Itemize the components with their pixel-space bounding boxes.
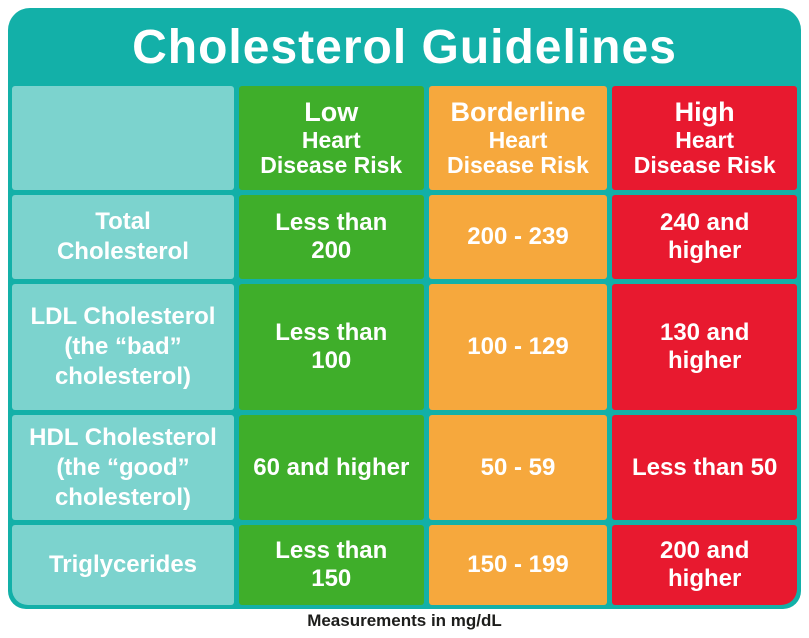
triglycerides-low-value: Less than 150 (238, 524, 424, 605)
column-header-high-subtitle: Heart Disease Risk (633, 127, 776, 179)
row-label-hdl-cholesterol: HDL Cholesterol (the “good” cholesterol) (12, 415, 234, 520)
total-cholesterol-low-value: Less than 200 (238, 194, 424, 279)
hdl-low-value: 60 and higher (238, 415, 424, 520)
hdl-high-value: Less than 50 (612, 415, 797, 520)
triglycerides-high-value: 200 and higher (612, 524, 797, 605)
column-header-high-level: High (674, 97, 735, 128)
column-header-high: High Heart Disease Risk (612, 86, 797, 190)
total-cholesterol-borderline-value: 200 - 239 (428, 194, 608, 279)
total-cholesterol-high-value: 240 and higher (612, 194, 797, 279)
column-header-borderline: Borderline Heart Disease Risk (428, 86, 608, 190)
page-title: Cholesterol Guidelines (132, 20, 677, 74)
title-band: Cholesterol Guidelines (8, 8, 801, 86)
guidelines-table: Low Heart Disease Risk Borderline Heart … (12, 86, 797, 605)
guidelines-card: Cholesterol Guidelines Low Heart Disease… (8, 8, 801, 609)
triglycerides-borderline-value: 150 - 199 (428, 524, 608, 605)
row-label-triglycerides: Triglycerides (12, 524, 234, 605)
ldl-borderline-value: 100 - 129 (428, 283, 608, 411)
column-header-low: Low Heart Disease Risk (238, 86, 424, 190)
column-header-low-level: Low (304, 97, 359, 128)
corner-cell (12, 86, 234, 190)
column-header-borderline-level: Borderline (450, 97, 586, 128)
ldl-low-value: Less than 100 (238, 283, 424, 411)
ldl-high-value: 130 and higher (612, 283, 797, 411)
hdl-borderline-value: 50 - 59 (428, 415, 608, 520)
column-header-borderline-subtitle: Heart Disease Risk (447, 127, 589, 179)
column-header-low-subtitle: Heart Disease Risk (260, 127, 403, 179)
row-label-ldl-cholesterol: LDL Cholesterol (the “bad” cholesterol) (12, 283, 234, 411)
units-caption: Measurements in mg/dL (307, 611, 502, 630)
row-label-total-cholesterol: Total Cholesterol (12, 194, 234, 279)
